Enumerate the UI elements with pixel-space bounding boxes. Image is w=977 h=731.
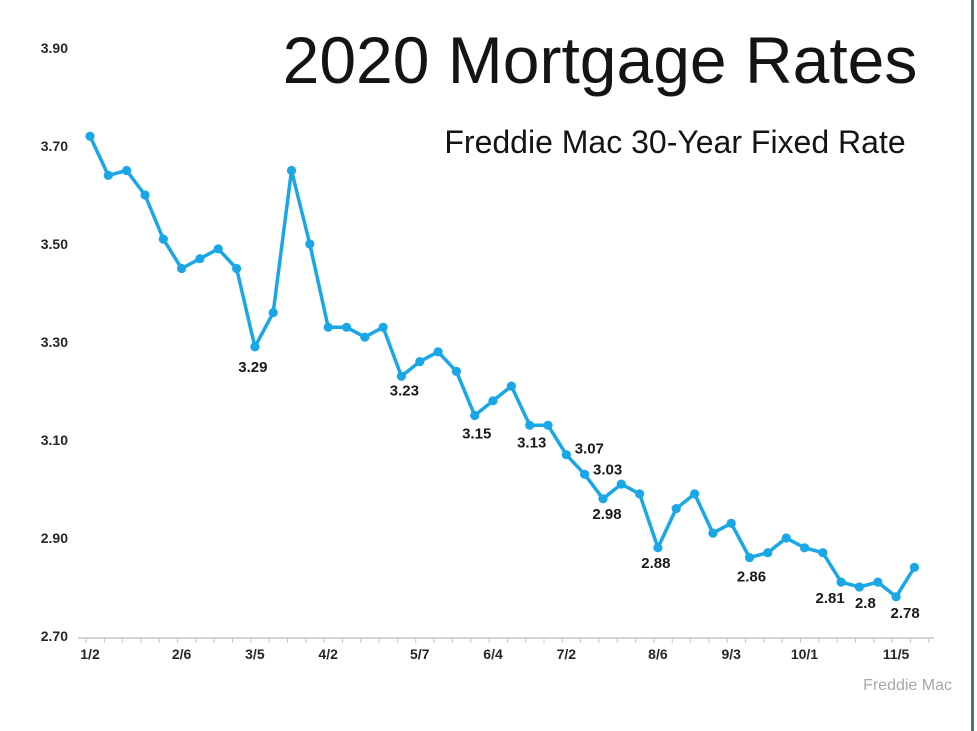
data-point-label: 2.8 xyxy=(855,595,876,612)
data-point-label: 3.23 xyxy=(390,382,419,399)
data-point-marker xyxy=(232,263,242,274)
data-point-marker xyxy=(177,263,187,274)
data-point-marker xyxy=(561,450,571,460)
data-point-marker xyxy=(286,165,297,176)
data-point-marker xyxy=(396,371,406,381)
data-point-label: 2.81 xyxy=(815,590,844,607)
data-point-marker xyxy=(85,131,95,141)
data-point-label: 3.29 xyxy=(238,359,267,376)
chart-title: 2020 Mortgage Rates xyxy=(282,23,918,97)
data-point-marker xyxy=(250,342,260,352)
data-point-marker xyxy=(195,254,205,264)
data-point-label: 3.03 xyxy=(593,461,622,478)
slide-right-border xyxy=(971,0,974,731)
data-point-marker xyxy=(543,420,553,430)
data-point-marker xyxy=(470,410,480,421)
data-point-marker xyxy=(360,332,370,342)
data-point-marker xyxy=(506,381,516,391)
data-point-label: 3.15 xyxy=(462,426,491,443)
data-point-label: 3.07 xyxy=(575,441,604,458)
x-axis-tick-label: 2/6 xyxy=(172,646,192,662)
data-point-marker xyxy=(854,582,865,592)
data-point-marker xyxy=(305,239,315,249)
data-point-marker xyxy=(653,543,663,553)
data-point-marker xyxy=(690,489,700,499)
source-watermark: Freddie Mac xyxy=(863,677,952,694)
data-point-label: 2.86 xyxy=(737,569,766,586)
data-point-marker xyxy=(158,234,168,244)
x-axis-tick-label: 6/4 xyxy=(483,646,503,662)
data-point-marker xyxy=(616,479,626,489)
data-point-marker xyxy=(818,548,828,558)
data-point-marker xyxy=(873,577,883,587)
y-axis-tick-label: 2.90 xyxy=(41,530,68,546)
data-point-marker xyxy=(433,347,443,357)
data-point-marker xyxy=(488,396,498,406)
x-axis-tick-label: 10/1 xyxy=(791,646,818,662)
data-point-marker xyxy=(891,592,901,602)
data-point-label: 3.13 xyxy=(517,434,546,451)
y-axis-tick-label: 3.90 xyxy=(41,40,68,56)
rate-line-series xyxy=(88,134,917,599)
y-axis-tick-label: 3.10 xyxy=(41,432,68,448)
data-point-marker xyxy=(140,190,150,200)
y-axis-tick-label: 2.70 xyxy=(41,628,68,644)
x-axis-tick-label: 1/2 xyxy=(80,646,100,662)
x-axis-tick-label: 3/5 xyxy=(245,646,265,662)
data-point-marker xyxy=(525,420,535,430)
data-point-marker xyxy=(598,494,608,504)
data-point-marker xyxy=(726,518,736,528)
data-point-marker xyxy=(122,165,132,176)
data-point-marker xyxy=(341,322,352,332)
chart-subtitle: Freddie Mac 30-Year Fixed Rate xyxy=(444,124,906,160)
x-axis-tick-label: 4/2 xyxy=(318,646,338,662)
y-axis-tick-label: 3.50 xyxy=(41,236,68,252)
data-point-label: 2.78 xyxy=(890,605,919,622)
data-point-label: 2.88 xyxy=(641,555,670,572)
data-point-marker xyxy=(909,562,920,573)
data-point-marker xyxy=(415,357,425,367)
data-point-marker xyxy=(580,469,590,479)
data-point-marker xyxy=(836,577,846,587)
x-axis-tick-label: 7/2 xyxy=(557,646,577,662)
data-point-marker xyxy=(635,489,645,499)
data-point-marker xyxy=(103,170,113,180)
x-axis-tick-label: 8/6 xyxy=(648,646,668,662)
data-point-marker xyxy=(799,543,810,553)
data-point-marker xyxy=(781,533,791,543)
y-axis-tick-label: 3.70 xyxy=(41,138,68,154)
data-point-marker xyxy=(378,322,388,332)
data-point-marker xyxy=(671,504,681,514)
x-axis-tick-label: 9/3 xyxy=(721,646,741,662)
data-point-marker xyxy=(744,553,755,563)
data-point-marker xyxy=(323,322,333,332)
data-point-marker xyxy=(708,528,718,538)
data-point-marker xyxy=(213,244,223,254)
data-point-label: 2.98 xyxy=(592,506,621,523)
x-axis-tick-label: 5/7 xyxy=(410,646,430,662)
y-axis-tick-label: 3.30 xyxy=(41,334,68,350)
data-point-marker xyxy=(268,308,278,318)
x-axis-tick-label: 11/5 xyxy=(883,646,910,662)
data-point-marker xyxy=(763,548,773,558)
data-point-marker xyxy=(451,366,461,376)
